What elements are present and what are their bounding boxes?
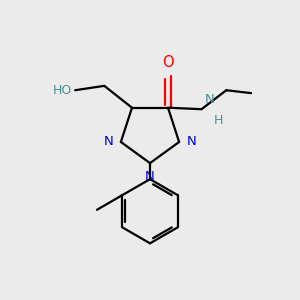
Text: HO: HO <box>52 84 72 97</box>
Text: N: N <box>145 169 155 182</box>
Text: H: H <box>214 114 223 127</box>
Text: N: N <box>104 136 114 148</box>
Text: O: O <box>162 56 174 70</box>
Text: N: N <box>186 136 196 148</box>
Text: N: N <box>205 93 215 106</box>
